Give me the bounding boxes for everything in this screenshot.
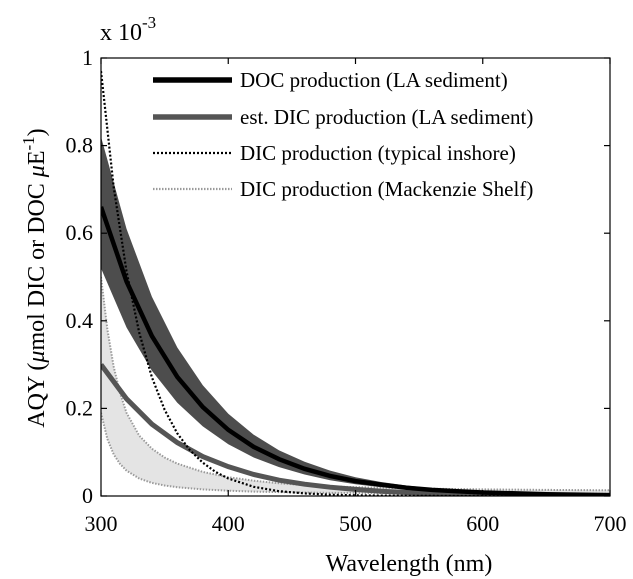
x-tick-label: 400 — [212, 511, 245, 536]
y-axis-title: AQY (μmol DIC or DOC μE-1) — [19, 128, 50, 427]
legend-label: DOC production (LA sediment) — [240, 68, 508, 92]
doc-line — [101, 206, 610, 496]
x-tick-label: 700 — [594, 511, 627, 536]
plot-background — [101, 58, 610, 496]
y-multiplier: x 10-3 — [100, 13, 156, 46]
mackenzie-lower-line — [101, 412, 610, 495]
series-layer — [101, 70, 610, 496]
y-tick-label: 0.2 — [66, 395, 94, 420]
ticks-layer: 300 400 500 600 700 0 0.2 0.4 0.6 0.8 1 — [66, 45, 627, 536]
x-axis-title: Wavelength (nm) — [326, 551, 493, 577]
mackenzie-upper-line — [101, 276, 610, 492]
plot-area — [101, 58, 610, 496]
y-tick-label: 0.8 — [66, 133, 94, 158]
mackenzie-band — [101, 277, 610, 494]
est-dic-line — [101, 363, 610, 496]
y-tick-label: 0 — [82, 483, 93, 508]
legend: DOC production (LA sediment) est. DIC pro… — [153, 68, 533, 201]
legend-label: DIC production (typical inshore) — [240, 141, 516, 165]
legend-label: DIC production (Mackenzie Shelf) — [240, 177, 533, 201]
x-tick-label: 300 — [85, 511, 118, 536]
y-tick-label: 0.6 — [66, 220, 94, 245]
legend-label: est. DIC production (LA sediment) — [240, 105, 533, 129]
y-tick-label: 1 — [82, 45, 93, 70]
x-tick-label: 600 — [466, 511, 499, 536]
y-tick-label: 0.4 — [66, 308, 94, 333]
x-tick-label: 500 — [339, 511, 372, 536]
